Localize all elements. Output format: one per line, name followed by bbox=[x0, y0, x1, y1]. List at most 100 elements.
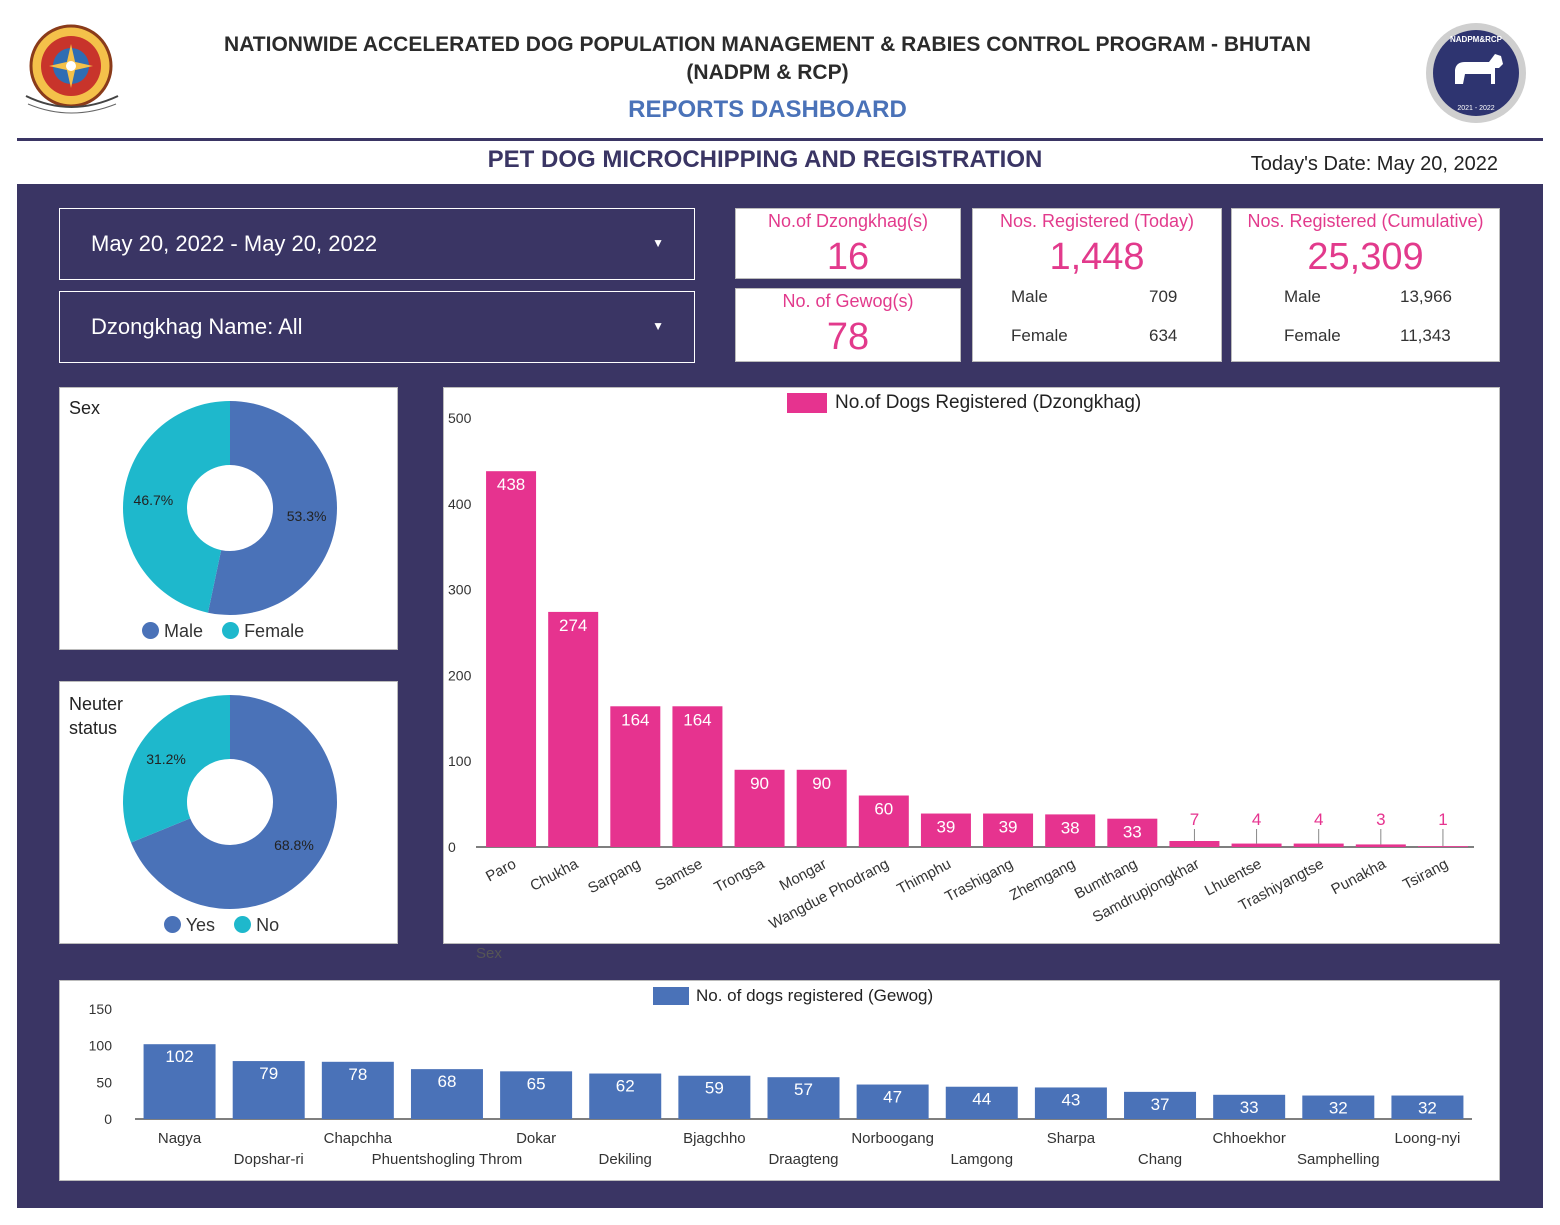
sex-slice-female bbox=[123, 401, 230, 613]
x-category-label: Draagteng bbox=[768, 1151, 838, 1168]
date-range-value: May 20, 2022 - May 20, 2022 bbox=[91, 231, 378, 256]
bar-samdrupjongkhar bbox=[1169, 840, 1220, 847]
bar-value-label: 102 bbox=[165, 1047, 193, 1066]
female-label: Female bbox=[1011, 326, 1068, 345]
bar-samtse bbox=[672, 706, 723, 847]
x-category-label: Bjagchho bbox=[683, 1130, 746, 1147]
bar-dekiling bbox=[589, 1073, 662, 1119]
y-tick-label: 500 bbox=[448, 410, 472, 426]
bar-value-label: 37 bbox=[1151, 1095, 1170, 1114]
legend-swatch-dzongkhag bbox=[787, 393, 827, 413]
y-tick-label: 50 bbox=[96, 1074, 112, 1090]
bar-value-label: 274 bbox=[559, 616, 587, 635]
kpi-registered-today: Nos. Registered (Today) 1,448 Male 709 F… bbox=[972, 208, 1222, 362]
bar-value-label: 47 bbox=[883, 1088, 902, 1107]
bar-lamgong bbox=[945, 1086, 1018, 1119]
bar-phuentshogling-throm bbox=[410, 1069, 483, 1119]
header-divider bbox=[17, 138, 1543, 141]
bar-value-label: 90 bbox=[812, 774, 831, 793]
sex-chart-title: Sex bbox=[69, 398, 101, 418]
bar-nagya bbox=[143, 1044, 216, 1119]
bar-value-label: 32 bbox=[1329, 1099, 1348, 1118]
gewog-bar-card: No. of dogs registered (Gewog) 0 50 100 150… bbox=[59, 980, 1500, 1181]
y-tick-label: 300 bbox=[448, 582, 472, 598]
male-count: 13,966 bbox=[1400, 287, 1452, 306]
bar-trashigang bbox=[983, 813, 1034, 847]
legend-swatch-female bbox=[222, 622, 240, 639]
dzongkhag-legend-label: No.of Dogs Registered (Dzongkhag) bbox=[835, 392, 1142, 413]
x-category-label: Lamgong bbox=[950, 1151, 1013, 1168]
bar-chukha bbox=[548, 611, 599, 847]
sex-legend: Male Female bbox=[142, 621, 304, 642]
x-category-label: Tsirang bbox=[1400, 856, 1451, 894]
sex-pct-label: 46.7% bbox=[134, 492, 174, 508]
x-category-label: Chhoekhor bbox=[1212, 1130, 1285, 1147]
bar-dopshar-ri bbox=[232, 1061, 305, 1119]
bar-draagteng bbox=[767, 1077, 840, 1119]
x-category-label: Sarpang bbox=[585, 856, 643, 898]
sex-donut-card: Sex 53.3% 46.7% Male Female bbox=[59, 387, 398, 650]
female-count: 11,343 bbox=[1400, 326, 1451, 345]
kpi-value: 78 bbox=[826, 316, 870, 358]
bar-value-label: 1 bbox=[1438, 810, 1447, 829]
bar-value-label: 4 bbox=[1314, 810, 1323, 829]
bar-chhoekhor bbox=[1213, 1094, 1286, 1119]
bar-chang bbox=[1124, 1091, 1197, 1119]
bar-value-label: 59 bbox=[705, 1079, 724, 1098]
x-category-label: Dekiling bbox=[599, 1151, 652, 1168]
date-range-picker[interactable]: May 20, 2022 - May 20, 2022 ▼ bbox=[59, 208, 695, 280]
bar-bumthang bbox=[1107, 818, 1158, 847]
bar-value-label: 68 bbox=[438, 1072, 457, 1091]
bar-loong-nyi bbox=[1391, 1095, 1464, 1119]
legend-swatch-gewog bbox=[653, 987, 689, 1005]
x-category-label: Samdrupjongkhar bbox=[1090, 856, 1203, 927]
y-tick-label: 200 bbox=[448, 667, 472, 683]
gewog-bar-chart: 0 50 100 150 102 Nagya 79 Dopshar-ri 78 Chapchha 6… bbox=[89, 1001, 1472, 1168]
y-tick-label: 100 bbox=[89, 1038, 113, 1054]
x-category-label: Dokar bbox=[516, 1130, 556, 1147]
y-tick-label: 0 bbox=[448, 839, 456, 855]
section-title: PET DOG MICROCHIPPING AND REGISTRATION bbox=[487, 146, 1043, 173]
kpi-value: 1,448 bbox=[1049, 236, 1145, 278]
neuter-donut-card: Neuter status 68.8% 31.2% Yes No bbox=[59, 681, 398, 944]
dzongkhag-filter[interactable]: Dzongkhag Name: All ▼ bbox=[59, 291, 695, 363]
x-category-label: Punakha bbox=[1328, 855, 1389, 898]
kpi-label: Nos. Registered (Today) bbox=[999, 211, 1195, 231]
male-count: 709 bbox=[1149, 287, 1178, 306]
x-category-label: Nagya bbox=[158, 1130, 202, 1147]
x-category-label: Paro bbox=[483, 856, 519, 886]
todays-date: Today's Date: May 20, 2022 bbox=[1250, 153, 1498, 175]
royal-emblem-logo bbox=[18, 22, 124, 122]
legend-swatch-yes bbox=[164, 916, 181, 933]
bar-lhuentse bbox=[1231, 843, 1282, 847]
x-category-label: Norboogang bbox=[851, 1130, 934, 1147]
bar-value-label: 38 bbox=[1061, 818, 1080, 837]
program-title-line2: (NADPM & RCP) bbox=[686, 61, 849, 84]
dropdown-arrow-icon: ▼ bbox=[652, 236, 664, 250]
bar-tsirang bbox=[1417, 846, 1468, 847]
x-category-label: Zhemgang bbox=[1007, 856, 1078, 905]
bar-value-label: 90 bbox=[750, 774, 769, 793]
bar-sarpang bbox=[610, 706, 661, 847]
x-category-label: Chukha bbox=[527, 855, 581, 895]
neuter-donut-chart: 68.8% 31.2% bbox=[123, 695, 338, 909]
bar-value-label: 7 bbox=[1190, 810, 1199, 829]
legend-label-no: No bbox=[256, 915, 280, 935]
x-category-label: Chang bbox=[1138, 1151, 1182, 1168]
bar-value-label: 3 bbox=[1376, 810, 1385, 829]
bar-value-label: 39 bbox=[999, 818, 1018, 837]
x-category-label: Chapchha bbox=[324, 1130, 393, 1147]
bar-thimphu bbox=[920, 813, 971, 847]
kpi-gewog-count: No. of Gewog(s) 78 bbox=[735, 288, 961, 362]
bar-bjagchho bbox=[678, 1075, 751, 1119]
bar-value-label: 62 bbox=[616, 1077, 635, 1096]
bar-chapchha bbox=[321, 1061, 394, 1119]
kpi-label: Nos. Registered (Cumulative) bbox=[1247, 211, 1484, 231]
y-tick-label: 150 bbox=[89, 1001, 113, 1017]
kpi-value: 25,309 bbox=[1307, 236, 1424, 278]
bar-value-label: 33 bbox=[1240, 1098, 1259, 1117]
bar-paro bbox=[486, 471, 537, 847]
program-title: NATIONWIDE ACCELERATED DOG POPULATION MA… bbox=[170, 31, 1365, 87]
kpi-label: No.of Dzongkhag(s) bbox=[767, 211, 929, 231]
male-label: Male bbox=[1011, 287, 1048, 306]
